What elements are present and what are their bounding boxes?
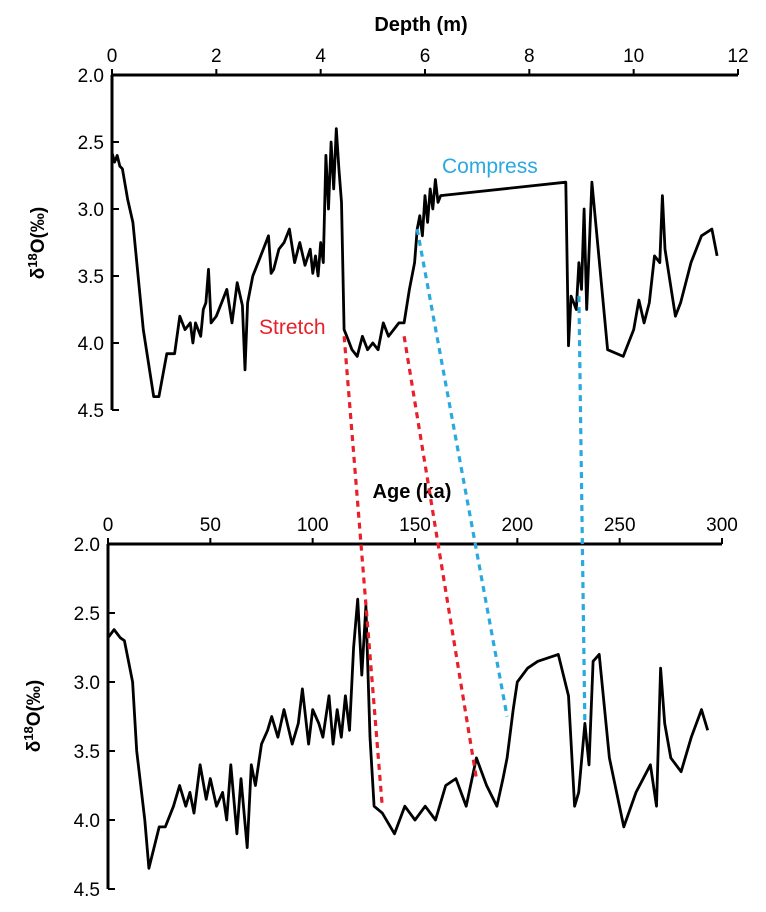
age-panel: Age (ka) 0 50 100 150 200 250 300 2.0 2.5 3.0 3.5… <box>21 481 738 901</box>
x-tick-label: 200 <box>501 515 533 536</box>
depth-x-ticks: 0 2 4 6 8 10 12 <box>107 46 749 75</box>
y-tick-label: 3.0 <box>78 200 104 221</box>
y-tick-label: 3.0 <box>74 673 100 694</box>
depth-series-line <box>110 127 719 398</box>
age-axis-title: Age (ka) <box>373 481 452 503</box>
y-tick-label: 4.5 <box>78 401 104 422</box>
depth-y-ticks: 2.0 2.5 3.0 3.5 4.0 4.5 <box>78 66 119 422</box>
y-title-rest: O(‰) <box>28 207 49 253</box>
x-tick-label: 2 <box>211 46 222 67</box>
x-tick-label: 0 <box>103 515 114 536</box>
y-tick-label: 2.0 <box>78 66 104 87</box>
x-tick-label: 300 <box>706 515 738 536</box>
x-tick-label: 250 <box>604 515 636 536</box>
y-title-superscript: 18 <box>21 726 36 740</box>
y-title-superscript: 18 <box>25 253 40 267</box>
y-tick-label: 4.0 <box>74 811 100 832</box>
x-tick-label: 150 <box>399 515 431 536</box>
depth-axis-title: Depth (m) <box>374 14 467 36</box>
tie-lines <box>342 228 587 807</box>
x-tick-label: 10 <box>623 46 644 67</box>
x-tick-label: 100 <box>297 515 329 536</box>
compress-tie-line <box>415 228 509 717</box>
y-title-rest: O(‰) <box>24 680 45 726</box>
age-y-axis-title: δ18O(‰) <box>21 680 45 752</box>
age-series-line <box>106 597 710 870</box>
x-tick-label: 8 <box>524 46 535 67</box>
age-y-ticks: 2.0 2.5 3.0 3.5 4.0 4.5 <box>74 535 115 901</box>
x-tick-label: 4 <box>315 46 326 67</box>
y-tick-label: 4.0 <box>78 334 104 355</box>
y-title-delta: δ <box>24 741 45 753</box>
x-tick-label: 6 <box>420 46 431 67</box>
stretch-tie-line <box>342 336 384 807</box>
y-tick-label: 3.5 <box>74 742 100 763</box>
stretch-tie-line <box>402 336 478 779</box>
depth-y-axis-title: δ18O(‰) <box>25 207 49 279</box>
y-tick-label: 4.5 <box>74 880 100 901</box>
compress-tie-line <box>577 296 587 724</box>
compress-label: Compress <box>442 155 538 178</box>
y-tick-label: 3.5 <box>78 267 104 288</box>
y-tick-label: 2.5 <box>74 604 100 625</box>
age-x-ticks: 0 50 100 150 200 250 300 <box>103 515 738 544</box>
y-title-delta: δ <box>28 268 49 280</box>
depth-panel: Depth (m) 0 2 4 6 8 10 12 2.0 2.5 3.0 3.5 4.0 4.5 δ… <box>25 14 749 422</box>
x-tick-label: 50 <box>200 515 221 536</box>
y-tick-label: 2.5 <box>78 133 104 154</box>
x-tick-label: 12 <box>727 46 748 67</box>
x-tick-label: 0 <box>107 46 118 67</box>
y-tick-label: 2.0 <box>74 535 100 556</box>
stretch-label: Stretch <box>259 316 326 339</box>
